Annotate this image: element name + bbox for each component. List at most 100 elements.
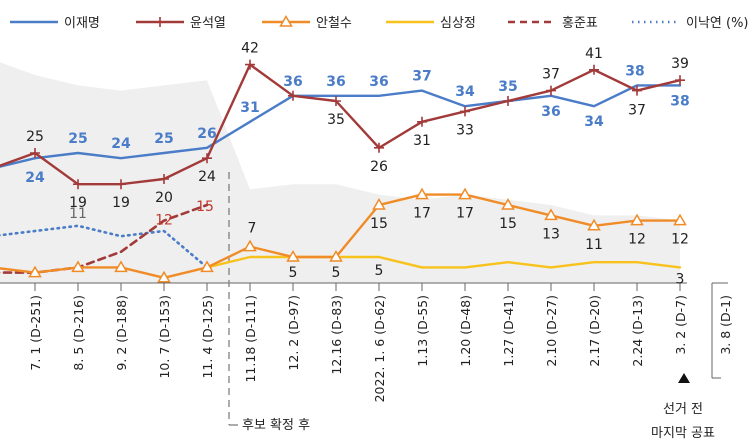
triangle-marker	[415, 187, 429, 200]
plus-marker	[30, 148, 40, 158]
triangle-marker	[544, 208, 558, 221]
legend-plus-marker	[155, 17, 165, 27]
triangle-marker	[114, 260, 128, 273]
plus-marker	[331, 96, 341, 106]
series-line	[0, 84, 682, 168]
data-label: 31	[240, 100, 259, 116]
data-label: 12	[671, 232, 689, 248]
x-tick-label: 10. 7 (D-153)	[157, 295, 172, 379]
last-release-marker-icon	[678, 373, 690, 383]
plus-marker	[546, 85, 556, 96]
data-label: 24	[198, 169, 216, 185]
data-label: 5	[375, 263, 384, 279]
data-label: 39	[671, 56, 689, 72]
candidate-confirmed-note: 후보 확정 후	[242, 418, 310, 433]
data-label: 24	[25, 170, 45, 186]
plus-marker	[73, 179, 83, 190]
plus-marker	[632, 85, 642, 96]
data-label: 12	[155, 213, 173, 229]
data-label: 38	[670, 93, 689, 109]
triangle-marker	[28, 265, 42, 278]
data-label: 38	[625, 63, 644, 79]
x-tick-label: 7. 1 (D-251)	[28, 295, 43, 371]
background-band	[0, 62, 680, 283]
x-tick-label: 11.18 (D-111)	[243, 295, 258, 383]
plus-marker	[245, 59, 255, 70]
plus-marker	[202, 153, 212, 164]
x-tick-label: 1.27 (D-41)	[501, 295, 516, 367]
plus-marker	[589, 64, 599, 75]
data-label: 7	[248, 221, 257, 237]
plus-marker	[460, 106, 470, 117]
x-tick-label: 2022. 1. 6 (D-62)	[372, 295, 387, 402]
triangle-marker	[501, 198, 515, 210]
data-label: 19	[112, 195, 130, 211]
x-tick-label: 11. 4 (D-125)	[200, 295, 215, 379]
triangle-marker	[243, 239, 257, 252]
triangle-marker	[630, 213, 644, 226]
triangle-marker	[458, 187, 472, 200]
x-tick-label: 1.13 (D-55)	[415, 295, 430, 367]
data-label: 37	[542, 67, 560, 83]
plus-marker	[288, 90, 298, 101]
data-label: 26	[370, 159, 388, 175]
triangle-marker	[673, 213, 687, 226]
data-label: 24	[111, 136, 131, 152]
series-line	[205, 255, 682, 269]
triangle-marker	[71, 260, 85, 273]
x-tick-marks	[34, 283, 681, 291]
data-label: 36	[326, 74, 345, 90]
x-tick-label: 12.16 (D-83)	[329, 295, 344, 375]
legend-label: 심상정	[440, 16, 476, 31]
data-label: 41	[585, 46, 603, 62]
series-markers	[28, 59, 687, 283]
data-label: 3	[676, 271, 685, 287]
data-label: 15	[196, 199, 214, 215]
plus-marker	[116, 179, 126, 190]
data-label: 31	[413, 133, 431, 149]
data-label: 36	[369, 74, 388, 90]
data-label: 42	[241, 41, 259, 57]
x-tick-label: 2.10 (D-27)	[544, 295, 559, 367]
data-label: 37	[412, 69, 431, 85]
data-label: 25	[154, 131, 173, 147]
triangle-marker	[286, 250, 300, 262]
data-label: 19	[69, 195, 87, 211]
data-label: 36	[541, 104, 560, 120]
legend-label: 윤석열	[190, 16, 226, 31]
data-label: 5	[332, 265, 341, 281]
triangle-marker	[329, 250, 343, 262]
data-label: 12	[628, 232, 646, 248]
data-label: 15	[370, 216, 388, 232]
legend-label: 홍준표	[562, 16, 598, 31]
plus-marker	[675, 75, 685, 86]
legend-label: 이낙연 (%)	[686, 16, 749, 31]
legend-label: 이재명	[64, 16, 100, 31]
x-tick-label: 3. 8 (D-1)	[718, 295, 733, 355]
triangle-marker	[157, 270, 171, 283]
data-label: 36	[283, 74, 302, 90]
series-line	[0, 224, 209, 269]
x-tick-label: 3. 2 (D-7)	[673, 295, 688, 355]
last-release-note-line2: 마지막 공표	[651, 426, 715, 441]
plus-marker	[503, 96, 513, 106]
triangle-marker	[200, 260, 214, 273]
data-label: 13	[542, 226, 560, 242]
data-label: 11	[69, 206, 87, 222]
data-label: 25	[68, 131, 87, 147]
data-label: 33	[456, 122, 474, 138]
data-label: 25	[26, 129, 44, 145]
data-label: 34	[455, 84, 475, 100]
x-tick-labels: (D-251)7. 1 (D-251)8. 5 (D-216)9. 2 (D-1…	[28, 295, 733, 402]
x-tick-label: 2.17 (D-20)	[587, 295, 602, 367]
data-label: 35	[498, 79, 517, 95]
data-label: 34	[584, 114, 604, 130]
chart-legend: 이재명 윤석열 안철수 심상정 홍준표 이낙연 (%)	[10, 15, 749, 31]
triangle-marker	[372, 198, 386, 210]
x-tick-label: 8. 5 (D-216)	[71, 295, 86, 371]
data-label: 35	[327, 112, 345, 128]
last-release-note-line1: 선거 전	[663, 402, 703, 417]
plus-marker	[159, 174, 169, 184]
